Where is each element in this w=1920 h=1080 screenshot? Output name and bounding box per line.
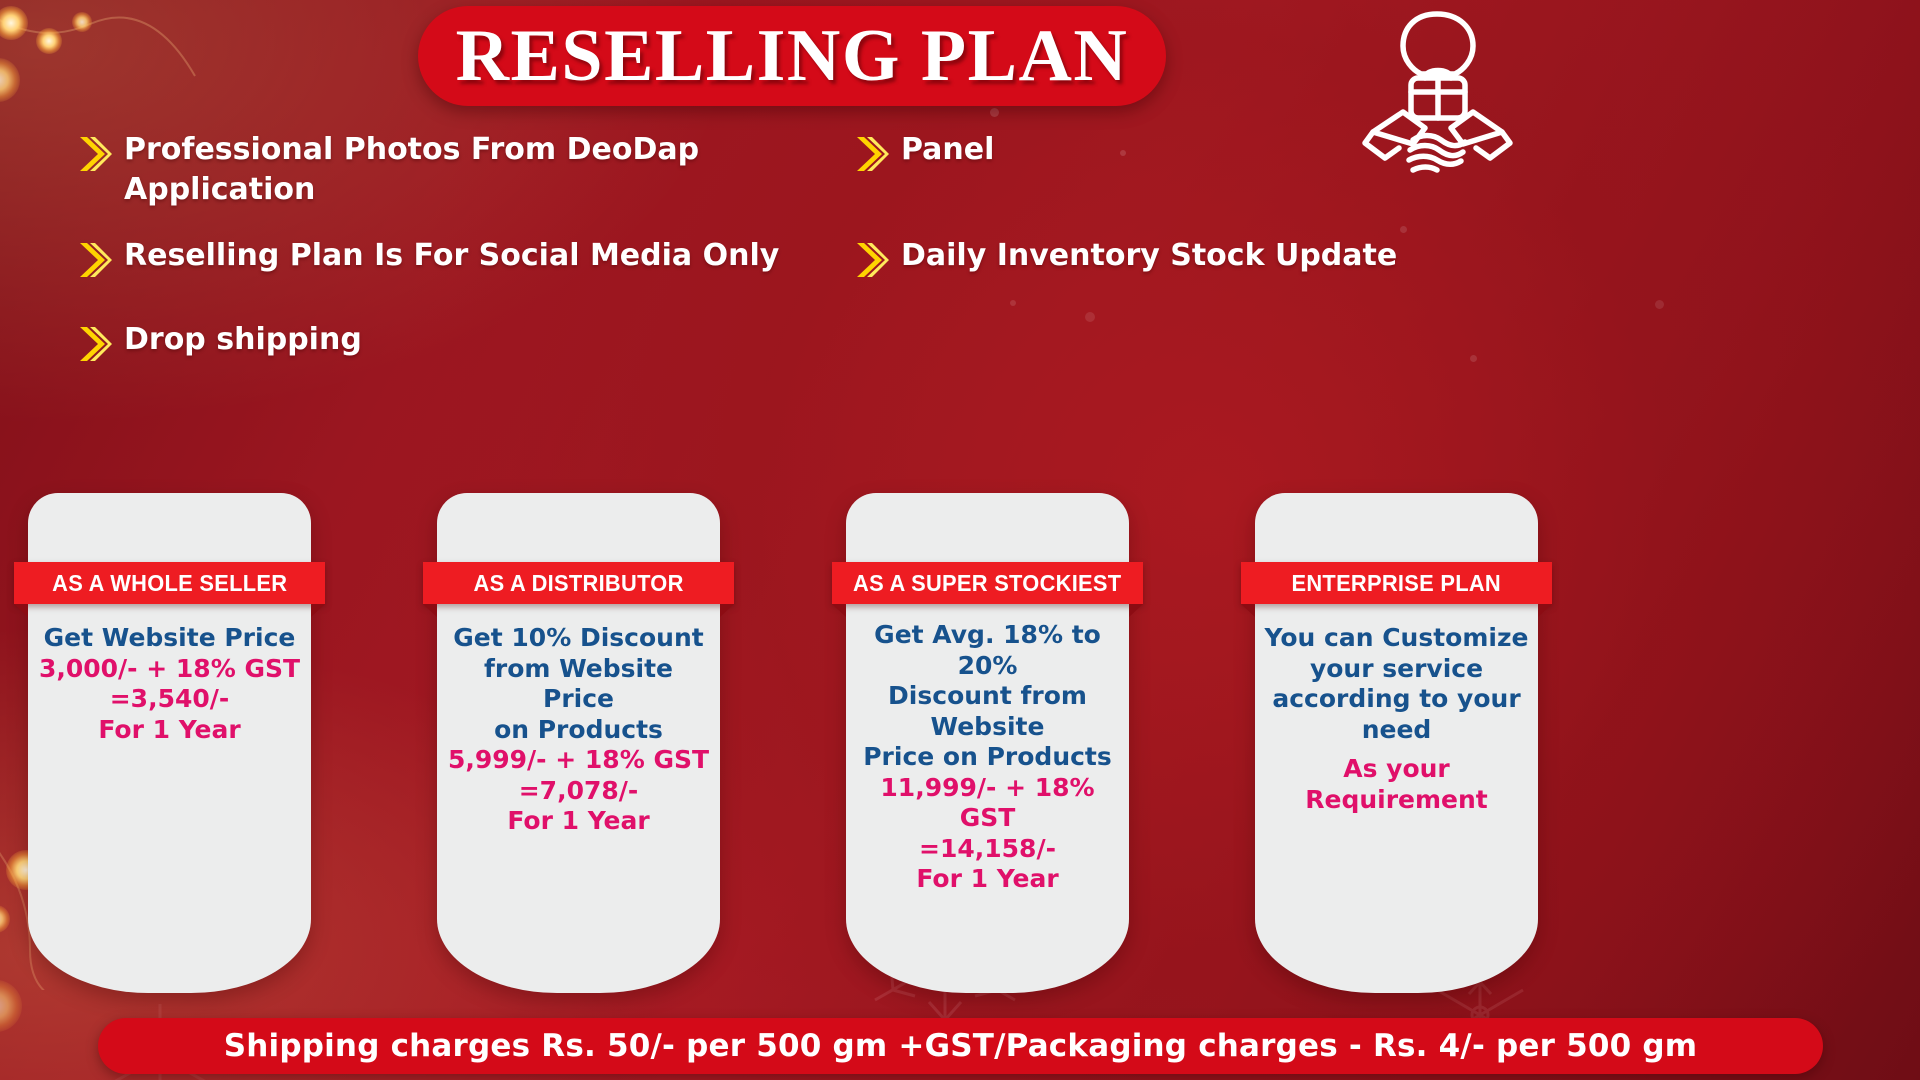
bokeh-light [0,905,10,933]
bokeh-light [0,980,22,1032]
plan-card-enterprise[interactable]: ENTERPRISE PLAN You can Customize your s… [1241,493,1552,993]
plan-card-surface: AS A WHOLE SELLER Get Website Price 3,00… [14,493,325,993]
double-chevron-icon [80,243,112,277]
dust-speck [1010,300,1016,306]
title-banner: RESELLING PLAN [418,6,1166,106]
plan-card-content: Get 10% Discount from Website Price on P… [437,623,720,837]
ribbon-fold-right [1538,604,1552,617]
handshake-icon [1362,11,1513,173]
plan-card-surface: AS A SUPER STOCKIEST Get Avg. 18% to 20%… [832,493,1143,993]
plan-card-content: Get Website Price 3,000/- + 18% GST =3,5… [28,623,311,745]
plan-ribbon-label: AS A SUPER STOCKIEST [853,569,1122,596]
plan-card-whole-seller[interactable]: AS A WHOLE SELLER Get Website Price 3,00… [14,493,325,993]
plan-headline: You can Customize [1264,623,1529,652]
feature-label: Professional Photos From DeoDap Applicat… [124,132,700,207]
bokeh-light [0,58,20,102]
plan-ribbon-label: AS A DISTRIBUTOR [473,569,684,596]
plan-price: 11,999/- + 18% GST [880,772,1095,833]
plan-headline: Get Avg. 18% to 20% [874,620,1101,680]
plan-price-total: =14,158/- [919,833,1056,863]
plan-ribbon: AS A WHOLE SELLER [14,562,325,617]
plan-ribbon: AS A SUPER STOCKIEST [832,562,1143,617]
plan-duration: For 1 Year [916,864,1059,893]
plan-headline: according to your [1272,684,1521,713]
dust-speck [1085,312,1095,322]
plan-headline: Get Website Price [43,623,296,652]
ribbon-fold-right [1129,604,1143,617]
feature-item-right-1: Panel [855,130,1555,174]
plan-duration: For 1 Year [507,806,650,835]
dust-speck [1400,226,1407,233]
plan-ribbon: AS A DISTRIBUTOR [423,562,734,617]
double-chevron-icon [857,243,889,277]
string-light-wire-top [0,16,196,77]
feature-label: Drop shipping [124,322,362,357]
spacer [1263,745,1530,754]
double-chevron-icon [80,327,112,361]
page-title: RESELLING PLAN [455,14,1129,97]
plan-headline: Website [930,711,1045,741]
plan-card-surface: AS A DISTRIBUTOR Get 10% Discount from W… [423,493,734,993]
plan-price-total: Requirement [1305,784,1488,814]
plan-ribbon: ENTERPRISE PLAN [1241,562,1552,617]
plan-headline: on Products [494,714,663,744]
double-chevron-icon [857,137,889,171]
bokeh-light [36,28,62,54]
feature-label: Reselling Plan Is For Social Media Only [124,238,780,273]
plan-price: 5,999/- + 18% GST [447,745,710,774]
ribbon-fold-left [1241,604,1255,617]
plan-headline: Get 10% Discount [453,623,704,652]
feature-label: Daily Inventory Stock Update [901,238,1398,273]
plan-price-total: =3,540/- [109,684,230,713]
dust-speck [1655,300,1664,309]
plan-card-surface: ENTERPRISE PLAN You can Customize your s… [1241,493,1552,993]
ribbon-fold-left [832,604,846,617]
plan-card-content: Get Avg. 18% to 20% Discount from Websit… [846,620,1129,895]
plan-ribbon-label: AS A WHOLE SELLER [51,569,288,596]
ribbon-fold-right [720,604,734,617]
feature-label: Panel [901,132,995,167]
ribbon-fold-left [423,604,437,617]
feature-item-left-1: Professional Photos From DeoDap Applicat… [78,130,818,209]
plan-headline: need [1361,714,1432,744]
plan-card-distributor[interactable]: AS A DISTRIBUTOR Get 10% Discount from W… [423,493,734,993]
feature-item-left-2: Reselling Plan Is For Social Media Only [78,236,818,280]
shipping-note-banner: Shipping charges Rs. 50/- per 500 gm +GS… [98,1018,1823,1074]
plan-headline: your service [1309,653,1484,683]
ribbon-fold-right [311,604,325,617]
feature-item-right-2: Daily Inventory Stock Update [855,236,1555,280]
plan-price: 3,000/- + 18% GST [38,653,301,683]
bokeh-light [72,12,92,32]
plan-price-total: =7,078/- [518,775,639,805]
shipping-note-text: Shipping charges Rs. 50/- per 500 gm +GS… [223,1028,1698,1064]
dust-speck [990,108,999,117]
dust-speck [1470,355,1477,362]
plan-price: As your [1343,754,1450,783]
plan-headline: Price on Products [863,742,1112,771]
plan-ribbon-label: ENTERPRISE PLAN [1291,569,1502,596]
ribbon-fold-left [14,604,28,617]
plan-headline: from Website Price [483,653,674,714]
plan-card-content: You can Customize your service according… [1255,623,1538,815]
feature-item-left-3: Drop shipping [78,320,818,364]
plan-card-super-stockiest[interactable]: AS A SUPER STOCKIEST Get Avg. 18% to 20%… [832,493,1143,993]
bokeh-light [0,6,28,40]
plan-duration: For 1 Year [98,714,241,744]
plan-headline: Discount from [888,681,1087,710]
double-chevron-icon [80,137,112,171]
